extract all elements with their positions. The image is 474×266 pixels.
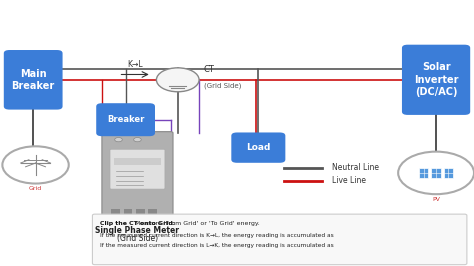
Text: (Grid Side): (Grid Side) <box>204 82 241 89</box>
FancyBboxPatch shape <box>102 132 173 219</box>
Bar <box>111 209 120 217</box>
Text: CT: CT <box>204 65 215 74</box>
FancyBboxPatch shape <box>110 149 165 189</box>
Text: Live Line: Live Line <box>332 176 366 185</box>
Bar <box>136 209 145 217</box>
Text: Grid: Grid <box>29 186 42 191</box>
FancyBboxPatch shape <box>4 50 63 110</box>
Text: Main
Breaker: Main Breaker <box>11 69 55 91</box>
Text: Neutral Line: Neutral Line <box>332 163 379 172</box>
Text: Load: Load <box>246 143 271 152</box>
Text: Measure 'From Grid' or 'To Grid' energy.: Measure 'From Grid' or 'To Grid' energy. <box>135 221 260 226</box>
FancyBboxPatch shape <box>431 168 441 178</box>
FancyBboxPatch shape <box>419 168 428 178</box>
Circle shape <box>2 146 69 184</box>
Text: Clip the CT onto Grid:: Clip the CT onto Grid: <box>100 221 177 226</box>
Text: If the measured current direction is K→L, the energy reading is accumulated as: If the measured current direction is K→L… <box>100 233 335 238</box>
Text: PV: PV <box>432 197 440 202</box>
Text: If the measured current direction is L→K, the energy reading is accumulated as: If the measured current direction is L→K… <box>100 243 335 248</box>
FancyBboxPatch shape <box>402 45 470 115</box>
Text: (Grid Side): (Grid Side) <box>117 234 158 243</box>
FancyBboxPatch shape <box>444 168 453 178</box>
Circle shape <box>115 138 122 142</box>
Text: Breaker: Breaker <box>107 115 144 124</box>
FancyBboxPatch shape <box>114 158 161 165</box>
FancyBboxPatch shape <box>92 214 467 265</box>
Text: Solar
Inverter
(DC/AC): Solar Inverter (DC/AC) <box>414 63 458 97</box>
Circle shape <box>134 138 141 142</box>
Bar <box>124 209 132 217</box>
FancyBboxPatch shape <box>231 132 285 163</box>
Bar <box>148 209 157 217</box>
Text: Single Phase Meter: Single Phase Meter <box>95 226 180 235</box>
FancyBboxPatch shape <box>96 103 155 136</box>
Text: K→L: K→L <box>128 60 143 69</box>
Circle shape <box>156 68 199 92</box>
Circle shape <box>398 152 474 194</box>
